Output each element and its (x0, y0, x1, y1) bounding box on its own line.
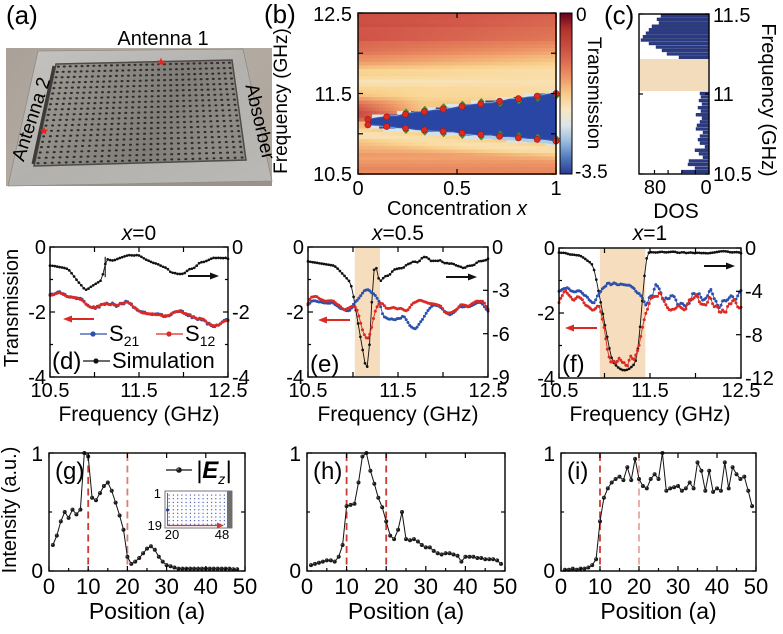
svg-text:0: 0 (492, 237, 503, 259)
svg-text:19: 19 (148, 518, 162, 533)
svg-text:0.5: 0.5 (443, 178, 471, 200)
svg-text:10.5: 10.5 (540, 380, 579, 402)
svg-text:(f): (f) (562, 351, 585, 378)
svg-text:0: 0 (301, 574, 313, 599)
svg-text:(e): (e) (310, 351, 339, 378)
svg-text:-3: -3 (492, 280, 510, 302)
svg-text:(b): (b) (264, 0, 296, 29)
svg-text:Frequency (GHz): Frequency (GHz) (58, 403, 219, 426)
svg-text:10.5: 10.5 (289, 380, 328, 402)
svg-text:Antenna 1: Antenna 1 (117, 28, 208, 50)
svg-text:DOS: DOS (653, 200, 699, 223)
svg-text:0: 0 (555, 574, 567, 599)
svg-text:-8: -8 (745, 325, 763, 347)
svg-text:Position (a): Position (a) (600, 598, 716, 624)
svg-text:80: 80 (644, 177, 666, 199)
svg-text:0: 0 (745, 238, 756, 260)
svg-text:|Ez|: |Ez| (196, 457, 231, 487)
svg-text:-6: -6 (492, 324, 510, 346)
svg-text:20: 20 (627, 574, 651, 599)
svg-text:48: 48 (215, 527, 229, 542)
svg-text:0: 0 (352, 178, 363, 200)
svg-text:10.5: 10.5 (713, 164, 752, 186)
svg-text:11.5: 11.5 (379, 380, 416, 402)
svg-text:Transmission: Transmission (583, 37, 604, 149)
svg-text:1: 1 (154, 486, 161, 501)
svg-text:30: 30 (666, 574, 690, 599)
svg-text:0: 0 (232, 237, 243, 259)
svg-text:0: 0 (543, 560, 555, 583)
svg-text:Frequency (GHz): Frequency (GHz) (271, 28, 292, 174)
svg-text:-2: -2 (537, 303, 555, 325)
svg-text:11: 11 (713, 84, 734, 106)
svg-text:-2: -2 (232, 302, 250, 324)
svg-text:20: 20 (374, 574, 398, 599)
svg-text:12.5: 12.5 (469, 380, 508, 402)
svg-text:(i): (i) (567, 458, 588, 485)
svg-text:-3.5: -3.5 (575, 162, 608, 183)
svg-text:-4: -4 (745, 281, 763, 303)
svg-text:-2: -2 (28, 302, 46, 324)
svg-text:-4: -4 (537, 368, 555, 390)
svg-text:1: 1 (289, 443, 301, 466)
svg-text:0: 0 (31, 560, 43, 583)
svg-text:(h): (h) (313, 458, 342, 485)
svg-text:0: 0 (293, 237, 304, 259)
svg-text:-4: -4 (286, 367, 304, 389)
svg-text:x=0.5: x=0.5 (371, 222, 424, 245)
svg-text:30: 30 (414, 574, 438, 599)
svg-text:-9: -9 (492, 367, 510, 389)
svg-text:1: 1 (31, 443, 43, 466)
svg-text:0: 0 (43, 574, 55, 599)
svg-text:Transmission: Transmission (1, 249, 23, 367)
svg-text:50: 50 (744, 574, 768, 599)
svg-text:50: 50 (233, 574, 257, 599)
svg-text:0: 0 (289, 560, 301, 583)
svg-text:-4: -4 (232, 367, 250, 389)
svg-text:(a): (a) (6, 0, 38, 30)
svg-text:Concentration x: Concentration x (387, 198, 528, 220)
svg-text:12.5: 12.5 (209, 380, 248, 402)
svg-text:Frequency (GHz): Frequency (GHz) (569, 403, 730, 426)
svg-text:0: 0 (544, 238, 555, 260)
svg-text:10: 10 (76, 574, 100, 599)
svg-text:-2: -2 (286, 302, 304, 324)
svg-text:0: 0 (35, 237, 46, 259)
svg-text:10: 10 (334, 574, 358, 599)
svg-text:(c): (c) (604, 0, 634, 30)
svg-text:40: 40 (453, 574, 477, 599)
svg-text:Frequency (GHz): Frequency (GHz) (757, 23, 779, 176)
svg-text:1: 1 (550, 178, 561, 200)
svg-text:1: 1 (543, 443, 555, 466)
svg-text:20: 20 (165, 527, 179, 542)
svg-text:x=1: x=1 (632, 222, 667, 245)
svg-text:11.5: 11.5 (713, 5, 750, 27)
svg-text:11.5: 11.5 (120, 380, 157, 402)
svg-text:Frequency (GHz): Frequency (GHz) (317, 403, 478, 426)
svg-text:0: 0 (700, 177, 711, 199)
svg-text:20: 20 (115, 574, 139, 599)
svg-text:12.5: 12.5 (313, 4, 352, 26)
svg-text:0: 0 (576, 5, 587, 26)
svg-text:11.5: 11.5 (631, 380, 668, 402)
svg-text:Simulation: Simulation (112, 348, 215, 373)
svg-text:40: 40 (705, 574, 729, 599)
svg-text:Position (a): Position (a) (89, 598, 205, 624)
svg-text:10: 10 (588, 574, 612, 599)
svg-text:-12: -12 (745, 368, 774, 390)
svg-text:10.5: 10.5 (31, 380, 70, 402)
svg-text:30: 30 (154, 574, 178, 599)
svg-text:12.5: 12.5 (722, 380, 761, 402)
svg-text:Intensity (a.u.): Intensity (a.u.) (0, 447, 21, 574)
svg-text:-4: -4 (28, 367, 46, 389)
svg-text:40: 40 (194, 574, 218, 599)
svg-text:x=0: x=0 (121, 222, 156, 245)
svg-text:(d): (d) (52, 348, 81, 375)
svg-text:Position (a): Position (a) (348, 598, 464, 624)
svg-text:11.5: 11.5 (315, 84, 352, 106)
svg-text:50: 50 (493, 574, 517, 599)
svg-text:(g): (g) (55, 458, 84, 485)
svg-text:10.5: 10.5 (313, 164, 352, 186)
